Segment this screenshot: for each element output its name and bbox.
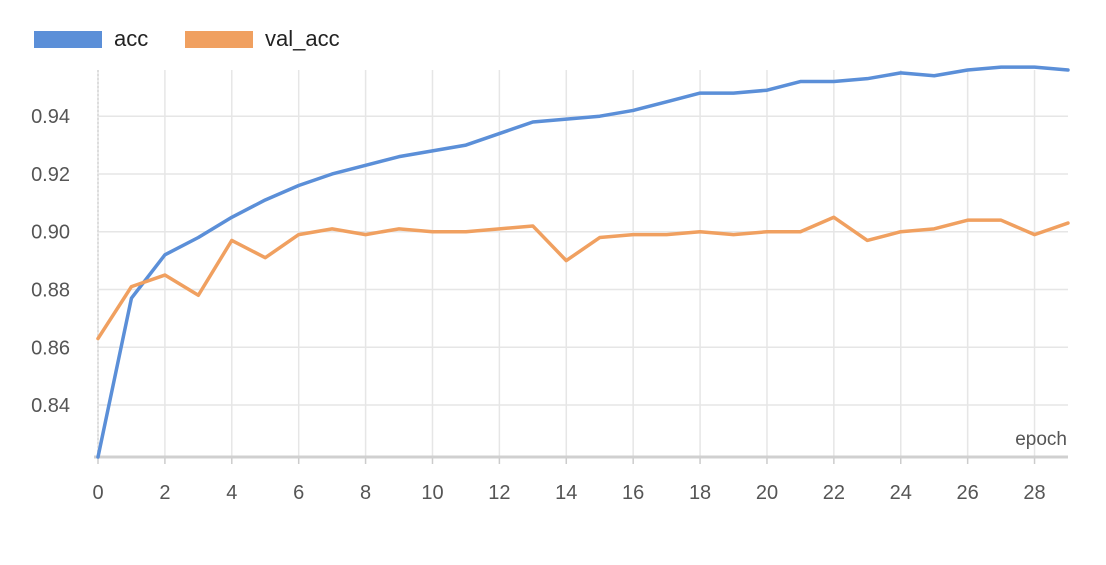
legend-swatch-val-acc <box>185 31 253 48</box>
x-tick-label: 24 <box>890 482 912 504</box>
y-tick-label: 0.90 <box>31 222 70 244</box>
legend: acc val_acc <box>34 26 340 51</box>
series-line-acc <box>98 67 1068 457</box>
x-tick-label: 28 <box>1023 482 1045 504</box>
x-tick-label: 2 <box>159 482 170 504</box>
y-tick-label: 0.94 <box>31 106 70 128</box>
x-tick-label: 4 <box>226 482 237 504</box>
legend-swatch-acc <box>34 31 102 48</box>
legend-label-val-acc: val_acc <box>265 26 340 51</box>
series-line-val-acc <box>98 217 1068 338</box>
x-axis-title: epoch <box>1015 429 1067 450</box>
series-layer <box>98 67 1068 457</box>
x-tick-label: 0 <box>92 482 103 504</box>
x-tick-label: 10 <box>421 482 443 504</box>
x-tick-label: 26 <box>957 482 979 504</box>
x-tick-label: 8 <box>360 482 371 504</box>
y-tick-label: 0.86 <box>31 337 70 359</box>
x-tick-label: 22 <box>823 482 845 504</box>
y-tick-label: 0.88 <box>31 279 70 301</box>
y-tick-label: 0.84 <box>31 395 70 417</box>
x-tick-label: 12 <box>488 482 510 504</box>
y-tick-label: 0.92 <box>31 164 70 186</box>
x-tick-label: 18 <box>689 482 711 504</box>
grid <box>98 70 1068 457</box>
x-tick-label: 20 <box>756 482 778 504</box>
x-tick-label: 14 <box>555 482 577 504</box>
x-tick-label: 6 <box>293 482 304 504</box>
x-tick-label: 16 <box>622 482 644 504</box>
legend-label-acc: acc <box>114 26 148 51</box>
